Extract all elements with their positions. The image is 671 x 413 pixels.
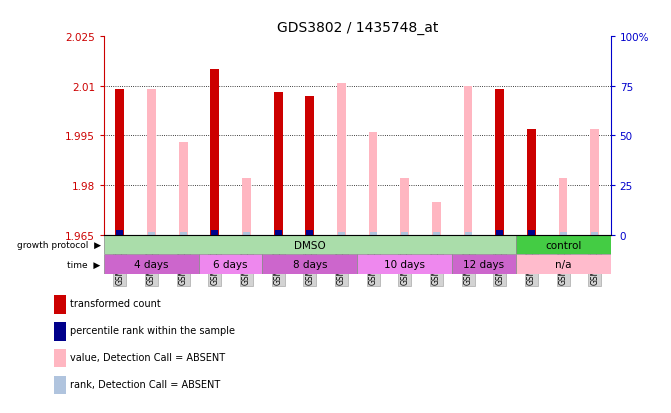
Text: 12 days: 12 days (464, 260, 505, 270)
Bar (338, 232, 345, 235)
Bar (464, 232, 472, 235)
Bar (148, 232, 155, 235)
Bar (211, 70, 219, 235)
Text: DMSO: DMSO (294, 240, 325, 250)
Bar (180, 232, 187, 235)
Bar (306, 231, 313, 235)
Bar (274, 231, 282, 235)
Bar (211, 231, 218, 235)
Bar (401, 179, 409, 235)
Text: 8 days: 8 days (293, 260, 327, 270)
Bar (115, 90, 124, 235)
Bar (370, 232, 376, 235)
Text: rank, Detection Call = ABSENT: rank, Detection Call = ABSENT (70, 379, 221, 389)
Text: value, Detection Call = ABSENT: value, Detection Call = ABSENT (70, 352, 225, 362)
Bar (242, 179, 251, 235)
Bar (497, 231, 503, 235)
Text: 6 days: 6 days (213, 260, 248, 270)
Bar (495, 90, 504, 235)
Title: GDS3802 / 1435748_at: GDS3802 / 1435748_at (276, 21, 438, 35)
Bar (104, 235, 515, 255)
Bar (515, 255, 611, 275)
Bar (527, 130, 536, 235)
Text: 10 days: 10 days (384, 260, 425, 270)
Text: n/a: n/a (555, 260, 572, 270)
Bar (337, 83, 346, 235)
Bar (178, 143, 187, 235)
Bar (515, 235, 611, 255)
Bar (243, 232, 250, 235)
Text: percentile rank within the sample: percentile rank within the sample (70, 325, 236, 335)
Bar (401, 232, 409, 235)
Bar (432, 202, 441, 235)
Bar (274, 93, 282, 235)
Text: time  ▶: time ▶ (67, 260, 101, 269)
Bar (369, 133, 378, 235)
Bar (147, 90, 156, 235)
Bar (357, 255, 452, 275)
Bar (452, 255, 515, 275)
Text: transformed count: transformed count (70, 299, 161, 309)
Bar (433, 232, 440, 235)
Text: growth protocol  ▶: growth protocol ▶ (17, 240, 101, 249)
Bar (116, 231, 123, 235)
Text: control: control (545, 240, 581, 250)
Bar (528, 231, 535, 235)
Bar (590, 130, 599, 235)
Bar (262, 255, 357, 275)
Bar (591, 232, 599, 235)
Bar (104, 255, 199, 275)
Bar (559, 179, 568, 235)
Bar (199, 255, 262, 275)
Text: 4 days: 4 days (134, 260, 168, 270)
Bar (464, 87, 472, 235)
Bar (560, 232, 567, 235)
Bar (305, 97, 314, 235)
